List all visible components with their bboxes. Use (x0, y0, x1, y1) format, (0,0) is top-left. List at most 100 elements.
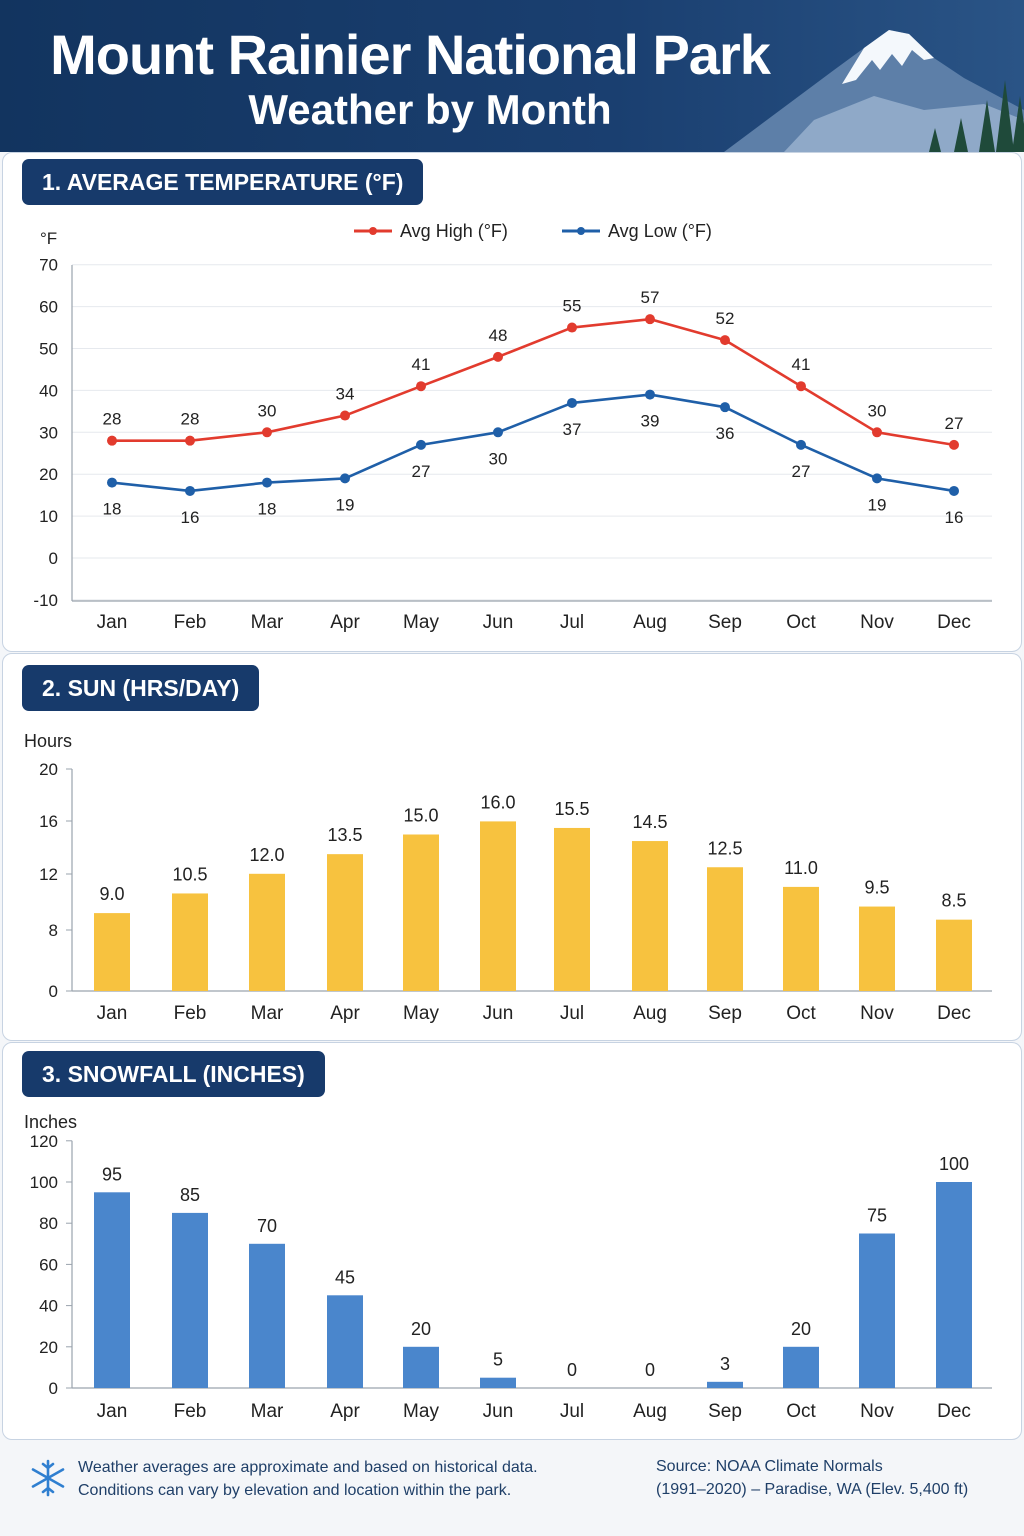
snow-y-tick-label: 120 (30, 1132, 58, 1151)
temp-data-label: 19 (336, 495, 355, 514)
temp-data-point (949, 439, 959, 450)
temp-y-tick-label: 40 (39, 381, 58, 400)
sun-bar-value-label: 12.5 (707, 838, 742, 858)
footer-source-line1: Source: NOAA Climate Normals (656, 1458, 883, 1475)
legend-swatch-marker (577, 227, 585, 235)
snow-bar (403, 1346, 439, 1388)
sun-y-tick-label: 0 (49, 982, 58, 1001)
temp-data-label: 37 (563, 420, 582, 439)
temp-data-label: 36 (716, 424, 735, 443)
sun-bar (94, 913, 130, 991)
temp-data-point (493, 351, 503, 362)
temp-data-label: 52 (716, 309, 735, 328)
temp-data-point (262, 477, 272, 488)
sun-bar-value-label: 9.0 (99, 884, 124, 904)
snow-bar-value-label: 0 (567, 1360, 577, 1380)
snow-x-tick-label: Oct (786, 1401, 816, 1422)
temp-data-point (567, 322, 577, 333)
temp-data-label: 27 (412, 462, 431, 481)
temp-data-point (872, 473, 882, 484)
temp-data-point (567, 397, 577, 408)
footer-note-line1: Weather averages are approximate and bas… (78, 1459, 538, 1476)
temp-y-tick-label: -10 (33, 591, 58, 610)
temp-data-label: 55 (563, 297, 582, 316)
sun-bar (249, 873, 285, 991)
snow-bar-value-label: 20 (411, 1319, 431, 1339)
sun-bar-value-label: 15.0 (403, 806, 438, 826)
sun-x-tick-label: Dec (937, 1003, 971, 1024)
snowflake-icon (31, 1459, 65, 1497)
temp-y-tick-label: 20 (39, 465, 58, 484)
snow-x-tick-label: Jun (483, 1401, 514, 1422)
temp-data-label: 28 (103, 410, 122, 429)
sun-y-tick-label: 20 (39, 760, 58, 779)
temp-data-label: 34 (336, 385, 355, 404)
temp-data-point (796, 381, 806, 392)
temp-data-point (720, 335, 730, 346)
temp-y-tick-label: 30 (39, 423, 58, 442)
temp-data-point (645, 314, 655, 325)
sun-bar-value-label: 15.5 (554, 799, 589, 819)
temp-data-label: 28 (181, 410, 200, 429)
snow-y-tick-label: 60 (39, 1255, 58, 1274)
sun-x-tick-label: Sep (708, 1003, 742, 1024)
temp-series-line (111, 393, 955, 493)
sun-bar (403, 834, 439, 991)
temp-y-tick-label: 60 (39, 298, 58, 317)
sun-x-tick-label: Mar (251, 1003, 284, 1024)
temp-data-label: 30 (258, 401, 277, 420)
snow-bar-value-label: 3 (720, 1354, 730, 1374)
legend-label: Avg Low (°F) (608, 221, 712, 241)
temp-data-point (107, 477, 117, 488)
sun-x-tick-label: Jan (97, 1003, 128, 1024)
sun-y-tick-label: 16 (39, 812, 58, 831)
temp-data-point (185, 435, 195, 446)
temp-x-tick-label: Aug (633, 612, 667, 633)
sun-x-tick-label: Feb (174, 1003, 207, 1024)
temp-data-label: 48 (489, 326, 508, 345)
sun-bar (632, 841, 668, 991)
sun-bar (936, 919, 972, 991)
sun-bar-value-label: 9.5 (864, 878, 889, 898)
sun-bar-value-label: 16.0 (480, 792, 515, 812)
temp-data-point (340, 473, 350, 484)
snow-x-tick-label: Jan (97, 1401, 128, 1422)
snow-bar-value-label: 45 (335, 1267, 355, 1287)
mountain-illustration (724, 30, 1024, 152)
temp-y-tick-label: 10 (39, 507, 58, 526)
temp-y-axis-label: °F (40, 229, 57, 248)
sun-y-tick-label: 8 (49, 921, 58, 940)
temp-x-tick-label: Oct (786, 612, 816, 633)
sun-bar-value-label: 12.0 (249, 845, 284, 865)
snow-bar (707, 1381, 743, 1388)
temp-data-point (493, 427, 503, 438)
snow-x-tick-label: Sep (708, 1401, 742, 1422)
temp-x-tick-label: Jun (483, 612, 514, 633)
legend-swatch-marker (369, 227, 377, 235)
snow-x-tick-label: May (403, 1401, 439, 1422)
sun-bar (172, 893, 208, 991)
temp-series-line (112, 317, 955, 447)
snow-bar-value-label: 95 (102, 1164, 122, 1184)
temp-x-tick-label: Jan (97, 612, 128, 633)
temp-x-tick-label: Mar (251, 612, 284, 633)
snow-x-tick-label: Aug (633, 1401, 667, 1422)
sun-x-tick-label: May (403, 1003, 439, 1024)
sun-bar-value-label: 10.5 (172, 864, 207, 884)
snow-bar (480, 1377, 516, 1388)
snow-x-tick-label: Dec (937, 1401, 971, 1422)
temperature-panel (2, 152, 1022, 652)
snow-bar-value-label: 70 (257, 1216, 277, 1236)
temp-data-label: 27 (792, 462, 811, 481)
sun-bar-value-label: 8.5 (941, 891, 966, 911)
temp-x-tick-label: Feb (174, 612, 207, 633)
snow-bar-value-label: 100 (939, 1154, 969, 1174)
snow-bar-value-label: 85 (180, 1185, 200, 1205)
temp-data-point (107, 435, 117, 446)
snow-x-tick-label: Nov (860, 1401, 894, 1422)
sun-x-tick-label: Apr (330, 1003, 360, 1024)
sun-bar-value-label: 14.5 (632, 812, 667, 832)
temp-data-point (416, 439, 426, 450)
temp-data-label: 16 (945, 508, 964, 527)
